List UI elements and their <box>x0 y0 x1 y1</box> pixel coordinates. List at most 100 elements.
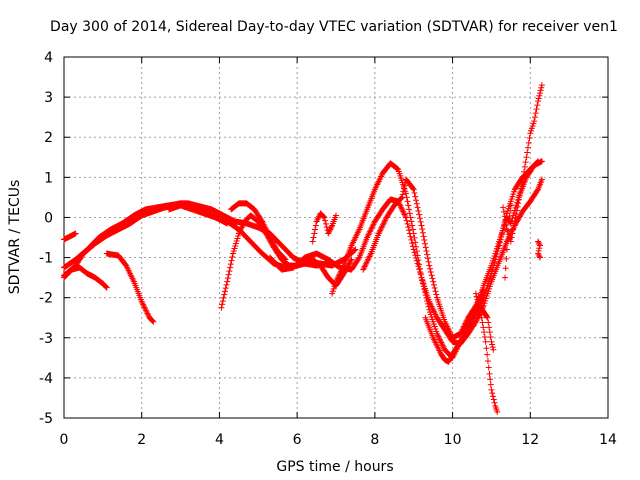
data-point <box>500 204 507 211</box>
data-point <box>537 87 544 94</box>
data-point <box>506 213 513 220</box>
data-point <box>221 291 228 298</box>
data-point <box>408 218 415 225</box>
data-point <box>511 218 518 225</box>
data-point <box>149 317 156 324</box>
data-point <box>417 218 424 225</box>
data-point <box>430 278 437 285</box>
data-point <box>400 210 407 217</box>
y-tick-label: 2 <box>44 130 53 146</box>
data-point <box>500 208 507 215</box>
data-point <box>232 240 239 247</box>
data-point <box>481 329 488 336</box>
data-point <box>491 399 498 406</box>
plot-frame <box>63 56 609 419</box>
data-point <box>513 211 520 218</box>
axis-ticks <box>63 56 609 419</box>
data-point <box>406 227 413 234</box>
data-point <box>378 224 385 231</box>
data-point <box>409 226 416 233</box>
data-point <box>409 185 416 192</box>
data-point <box>230 250 237 257</box>
data-point <box>416 215 423 222</box>
data-point <box>401 185 407 192</box>
series-track-18 <box>502 202 514 281</box>
data-point <box>223 281 230 288</box>
data-point <box>503 255 510 262</box>
data-point <box>518 181 525 188</box>
y-tick-label: -2 <box>39 291 53 307</box>
data-point <box>458 329 465 336</box>
series-track-13 <box>360 176 487 341</box>
data-point <box>515 196 522 203</box>
data-point <box>475 299 482 306</box>
series-track-9 <box>228 200 289 263</box>
data-point <box>535 239 542 246</box>
data-point <box>72 230 79 237</box>
chart-title: Day 300 of 2014, Sidereal Day-to-day VTE… <box>50 19 618 35</box>
data-point <box>271 242 278 249</box>
data-point <box>309 238 316 245</box>
data-point <box>218 304 225 311</box>
data-point <box>523 154 530 161</box>
data-point <box>270 240 277 247</box>
data-point <box>310 234 317 241</box>
data-point <box>366 228 373 235</box>
data-point <box>425 258 432 265</box>
data-point <box>365 254 372 261</box>
data-point <box>522 159 529 166</box>
data-point <box>472 290 479 297</box>
data-point <box>424 300 431 307</box>
data-point <box>407 233 414 240</box>
data-point <box>408 236 415 243</box>
data-point <box>419 280 426 287</box>
data-point <box>534 102 541 109</box>
data-point <box>431 285 438 292</box>
data-point <box>531 114 538 121</box>
data-point <box>436 335 443 342</box>
data-point <box>370 221 377 228</box>
data-point <box>537 90 543 97</box>
data-point <box>312 226 319 233</box>
data-point <box>360 266 367 273</box>
data-point <box>533 106 540 113</box>
data-point <box>231 245 238 252</box>
data-point <box>339 265 346 272</box>
data-point <box>487 333 494 340</box>
data-point <box>325 230 332 237</box>
data-point <box>224 278 231 285</box>
data-point <box>413 243 420 250</box>
data-point <box>365 256 372 263</box>
data-point <box>534 187 541 194</box>
data-point <box>521 163 528 170</box>
x-tick-label: 12 <box>521 432 539 448</box>
data-point <box>485 319 492 326</box>
data-point <box>145 311 152 318</box>
data-point <box>272 244 279 251</box>
data-point <box>264 230 271 237</box>
data-point <box>400 208 407 215</box>
data-point <box>473 317 480 324</box>
data-point <box>520 173 527 180</box>
data-point <box>267 235 274 242</box>
data-point <box>337 268 344 275</box>
data-point <box>281 255 288 262</box>
data-point <box>235 232 242 239</box>
data-point <box>399 194 406 201</box>
data-point <box>414 252 421 259</box>
data-point <box>538 82 545 89</box>
data-point <box>312 222 319 229</box>
data-point <box>397 202 404 209</box>
data-point <box>222 285 229 292</box>
data-point <box>227 264 234 271</box>
data-point <box>233 238 240 245</box>
series-track-16 <box>472 290 501 415</box>
data-point <box>422 292 429 299</box>
data-point <box>535 238 542 245</box>
series-track-12 <box>329 158 542 361</box>
data-point <box>140 303 147 310</box>
y-tick-label: -4 <box>39 371 53 387</box>
data-point <box>416 265 423 272</box>
data-point <box>480 324 487 331</box>
data-point <box>413 248 420 255</box>
